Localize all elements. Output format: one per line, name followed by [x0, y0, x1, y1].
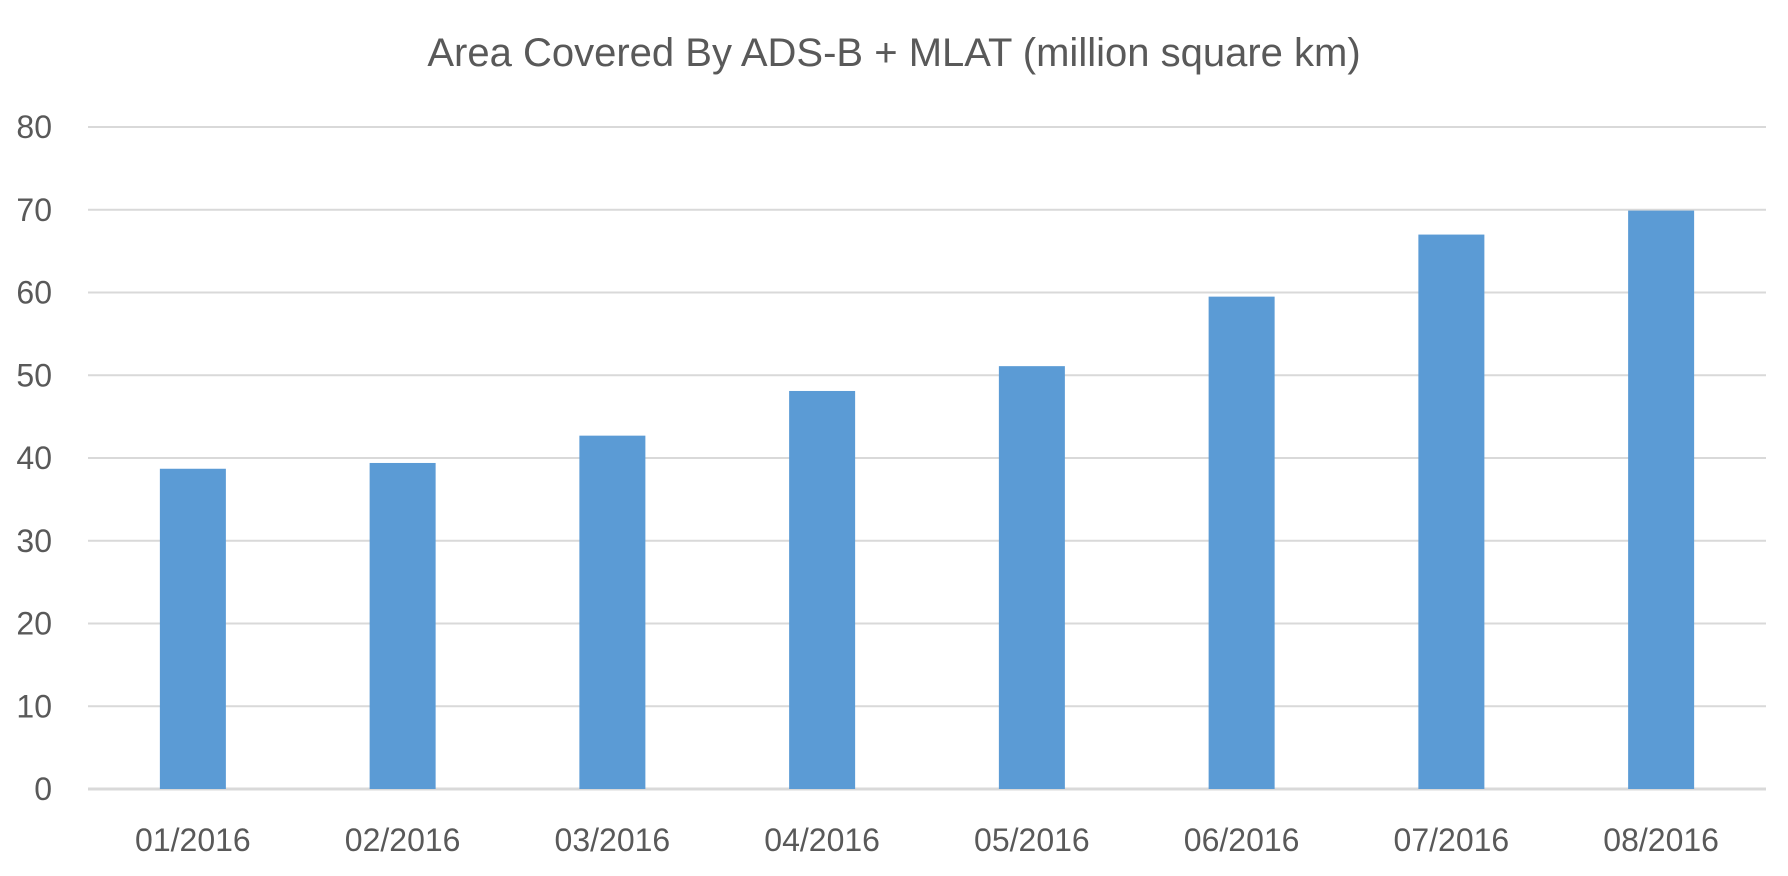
x-tick-label: 04/2016 — [764, 822, 880, 858]
y-tick-label: 0 — [34, 771, 52, 807]
bar — [159, 468, 226, 789]
bar — [1208, 296, 1275, 789]
x-tick-label: 02/2016 — [345, 822, 461, 858]
x-tick-label: 03/2016 — [555, 822, 671, 858]
y-tick-label: 80 — [16, 109, 52, 145]
bar — [1418, 234, 1485, 789]
bar — [998, 366, 1065, 789]
y-tick-label: 10 — [16, 688, 52, 724]
x-tick-label: 01/2016 — [135, 822, 251, 858]
x-axis-ticks: 01/2016 02/2016 03/2016 04/2016 05/2016 06/20… — [135, 822, 1719, 858]
y-tick-label: 40 — [16, 440, 52, 476]
y-axis-ticks: 0 10 20 30 40 50 60 70 80 — [16, 109, 52, 807]
bar — [789, 390, 856, 789]
y-tick-label: 50 — [16, 357, 52, 393]
bars — [159, 210, 1695, 789]
bar — [1628, 210, 1695, 789]
x-tick-label: 05/2016 — [974, 822, 1090, 858]
gridlines — [88, 126, 1766, 791]
x-tick-label: 08/2016 — [1603, 822, 1719, 858]
y-tick-label: 30 — [16, 523, 52, 559]
y-tick-label: 20 — [16, 606, 52, 642]
bar — [579, 435, 646, 789]
x-tick-label: 07/2016 — [1394, 822, 1510, 858]
y-tick-label: 70 — [16, 192, 52, 228]
x-tick-label: 06/2016 — [1184, 822, 1300, 858]
bar — [369, 462, 436, 789]
y-tick-label: 60 — [16, 275, 52, 311]
chart-title: Area Covered By ADS-B + MLAT (million sq… — [427, 31, 1360, 75]
